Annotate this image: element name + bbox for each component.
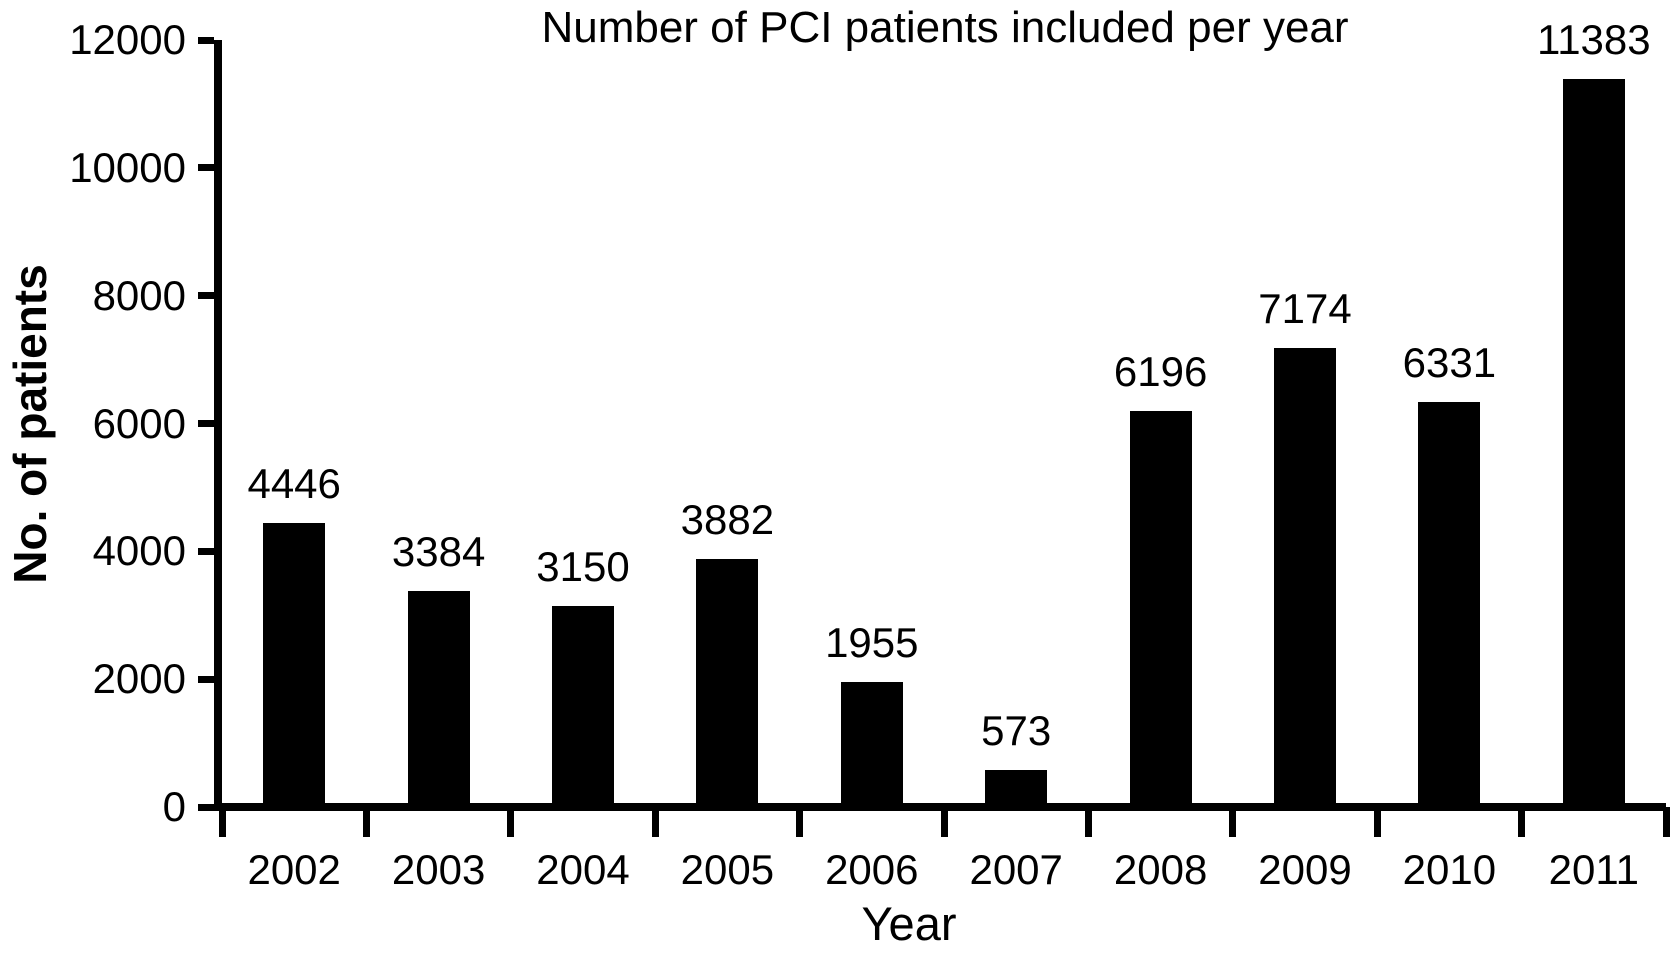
y-tick-10000 — [198, 164, 214, 172]
x-tick-label-2003: 2003 — [391, 846, 486, 893]
bar-2006 — [840, 682, 903, 811]
y-tick-label-10000: 10000 — [69, 143, 186, 191]
y-tick-label-12000: 12000 — [69, 16, 186, 63]
x-tick-2 — [507, 807, 515, 837]
bar-2010 — [1418, 402, 1481, 811]
y-tick-6000 — [198, 420, 214, 427]
x-tick-label-2006: 2006 — [825, 846, 919, 893]
bar-value-label-2003: 3384 — [391, 527, 486, 575]
bar-2004 — [552, 605, 614, 811]
y-tick-label-0: 0 — [162, 783, 186, 830]
bar-2007 — [985, 770, 1048, 811]
y-tick-4000 — [198, 547, 214, 555]
bar-2002 — [263, 522, 326, 811]
bar-2003 — [407, 590, 470, 811]
bar-value-label-2009: 7174 — [1258, 285, 1352, 333]
x-tick-label-2005: 2005 — [680, 846, 775, 893]
x-axis-label: Year — [861, 897, 957, 950]
x-tick-label-2002: 2002 — [247, 846, 341, 893]
bar-value-label-2011: 11383 — [1536, 16, 1651, 64]
y-tick-2000 — [198, 675, 214, 683]
x-tick-label-2004: 2004 — [536, 846, 630, 893]
y-tick-label-2000: 2000 — [92, 655, 186, 703]
bar-value-label-2008: 6196 — [1113, 347, 1208, 395]
x-tick-0 — [218, 807, 226, 837]
x-tick-label-2009: 2009 — [1258, 846, 1352, 893]
bar-value-label-2005: 3882 — [680, 495, 775, 543]
x-tick-1 — [362, 807, 370, 837]
bar-value-label-2010: 6331 — [1402, 339, 1497, 387]
x-tick-10 — [1662, 807, 1670, 837]
y-axis-line — [214, 40, 222, 811]
bar-value-label-2007: 573 — [981, 707, 1052, 755]
x-tick-8 — [1373, 807, 1381, 837]
chart-title: Number of PCI patients included per year — [541, 3, 1349, 52]
y-tick-label-4000: 4000 — [92, 527, 186, 575]
y-tick-label-8000: 8000 — [92, 271, 186, 319]
bar-value-label-2006: 1955 — [825, 619, 919, 667]
x-tick-9 — [1518, 807, 1526, 837]
x-tick-label-2010: 2010 — [1402, 846, 1497, 893]
bar-value-label-2004: 3150 — [536, 542, 630, 590]
x-tick-5 — [940, 807, 948, 837]
y-tick-8000 — [198, 292, 214, 300]
bar-2009 — [1274, 348, 1336, 811]
x-tick-7 — [1229, 807, 1237, 837]
bar-2005 — [696, 558, 759, 811]
y-tick-label-6000: 6000 — [92, 399, 186, 447]
x-tick-6 — [1084, 807, 1092, 837]
bar-2008 — [1129, 410, 1192, 811]
x-tick-label-2007: 2007 — [969, 846, 1063, 893]
x-tick-3 — [651, 807, 659, 837]
x-tick-label-2008: 2008 — [1113, 846, 1208, 893]
x-tick-label-2011: 2011 — [1548, 846, 1639, 893]
x-tick-4 — [796, 807, 804, 837]
y-tick-0 — [198, 803, 214, 811]
y-tick-12000 — [198, 36, 214, 44]
x-axis-line — [214, 803, 1666, 811]
bar-value-label-2002: 4446 — [247, 459, 341, 507]
bar-2011 — [1562, 79, 1625, 811]
